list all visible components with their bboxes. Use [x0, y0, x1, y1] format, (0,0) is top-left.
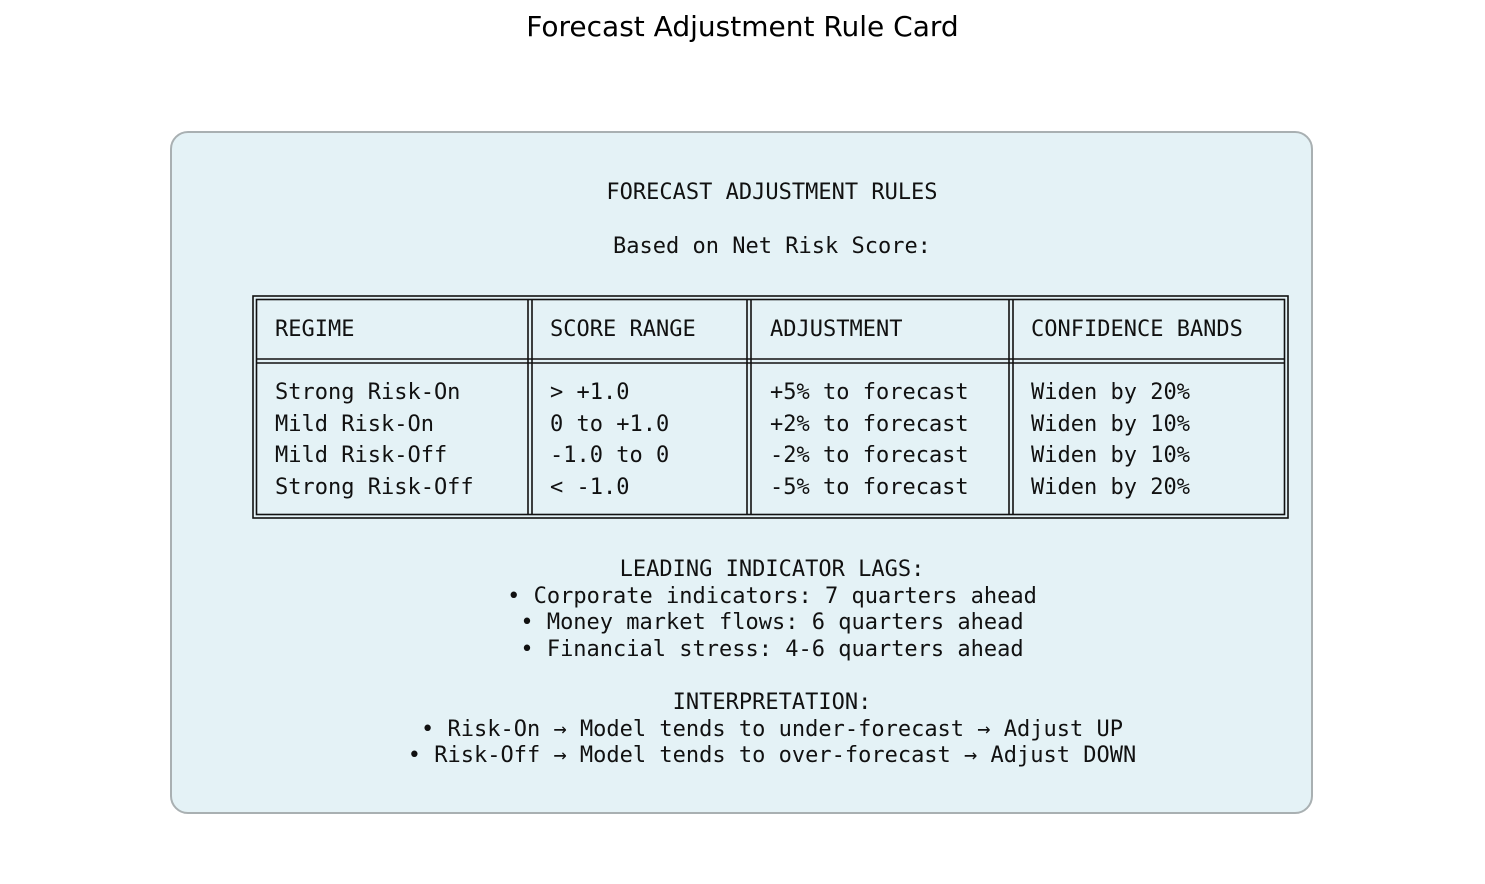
column-header-score-range: SCORE RANGE [550, 317, 696, 342]
table-cell-regime: Mild Risk-On [275, 412, 434, 437]
table-cell-score-range: 0 to +1.0 [550, 412, 670, 437]
column-header-confidence-bands: CONFIDENCE BANDS [1031, 317, 1243, 342]
column-header-regime: REGIME [275, 317, 355, 342]
interpretation: INTERPRETATION: • Risk-On → Model tends … [2, 690, 1485, 770]
lags-item: • Corporate indicators: 7 quarters ahead [507, 583, 1037, 609]
column-header-adjustment: ADJUSTMENT [770, 317, 903, 342]
page-title: Forecast Adjustment Rule Card [526, 10, 959, 43]
rules-subheading: Based on Net Risk Score: [613, 234, 931, 259]
table-cell-score-range: > +1.0 [550, 380, 630, 405]
interpretation-item: • Risk-Off → Model tends to over-forecas… [407, 743, 1137, 768]
table-frame [252, 295, 1289, 519]
table-cell-adjustment: -2% to forecast [770, 443, 969, 468]
table-cell-confidence-bands: Widen by 20% [1031, 380, 1190, 405]
interpretation-item: • Risk-On → Model tends to under-forecas… [421, 716, 1123, 742]
rules-heading: FORECAST ADJUSTMENT RULES [606, 180, 938, 205]
table-cell-regime: Mild Risk-Off [275, 443, 448, 468]
rules-table: REGIME SCORE RANGE ADJUSTMENT CONFIDENCE… [252, 295, 1289, 519]
table-cell-adjustment: +2% to forecast [770, 412, 969, 437]
leading-indicator-lags: LEADING INDICATOR LAGS: • Corporate indi… [2, 557, 1485, 663]
table-cell-confidence-bands: Widen by 10% [1031, 443, 1190, 468]
lags-item: • Financial stress: 4-6 quarters ahead [520, 636, 1024, 662]
table-cell-regime: Strong Risk-On [275, 380, 461, 405]
lags-heading: LEADING INDICATOR LAGS: [619, 557, 925, 582]
interpretation-heading: INTERPRETATION: [672, 690, 872, 715]
rule-card: FORECAST ADJUSTMENT RULES Based on Net R… [170, 131, 1313, 814]
table-cell-adjustment: -5% to forecast [770, 475, 969, 500]
table-cell-score-range: < -1.0 [550, 475, 630, 500]
table-cell-adjustment: +5% to forecast [770, 380, 969, 405]
table-cell-regime: Strong Risk-Off [275, 475, 474, 500]
table-cell-confidence-bands: Widen by 10% [1031, 412, 1190, 437]
table-cell-score-range: -1.0 to 0 [550, 443, 670, 468]
lags-item: • Money market flows: 6 quarters ahead [520, 610, 1024, 635]
table-cell-confidence-bands: Widen by 20% [1031, 475, 1190, 500]
